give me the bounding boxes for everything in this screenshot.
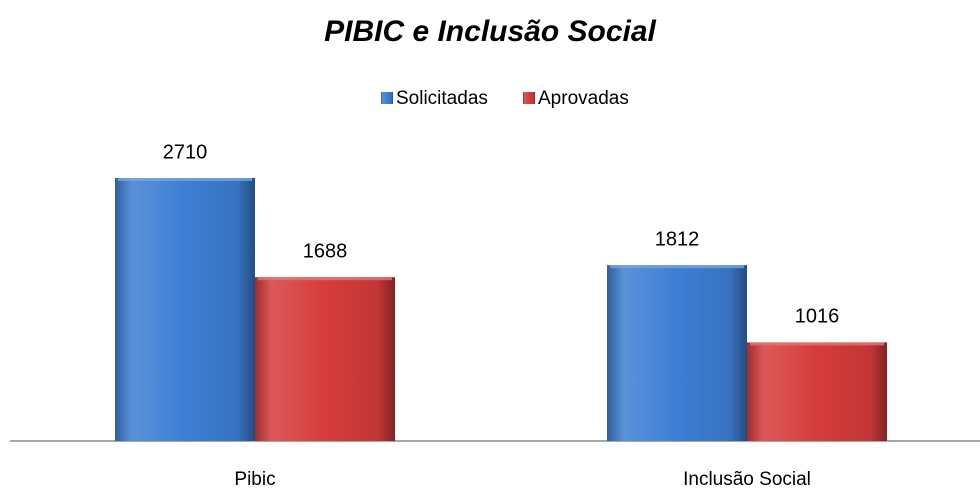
x-tick-label: Pibic [234, 469, 275, 489]
bar [255, 277, 395, 441]
bar-top [610, 265, 744, 269]
legend-label: Solicitadas [396, 88, 488, 109]
x-tick-label: Inclusão Social [683, 469, 811, 489]
bar [747, 342, 887, 441]
data-label: 1812 [655, 228, 700, 250]
bar-top [258, 277, 392, 281]
legend-swatch [523, 92, 535, 104]
legend-label: Aprovadas [538, 88, 629, 109]
bar-top [118, 178, 252, 181]
chart-title: PIBIC e Inclusão Social [324, 15, 656, 48]
data-label: 2710 [163, 141, 208, 163]
legend-swatch [381, 92, 393, 104]
data-label: 1688 [303, 240, 348, 262]
bar [607, 265, 747, 441]
bar-top [750, 342, 884, 346]
data-label: 1016 [795, 306, 840, 328]
bar [115, 178, 255, 441]
